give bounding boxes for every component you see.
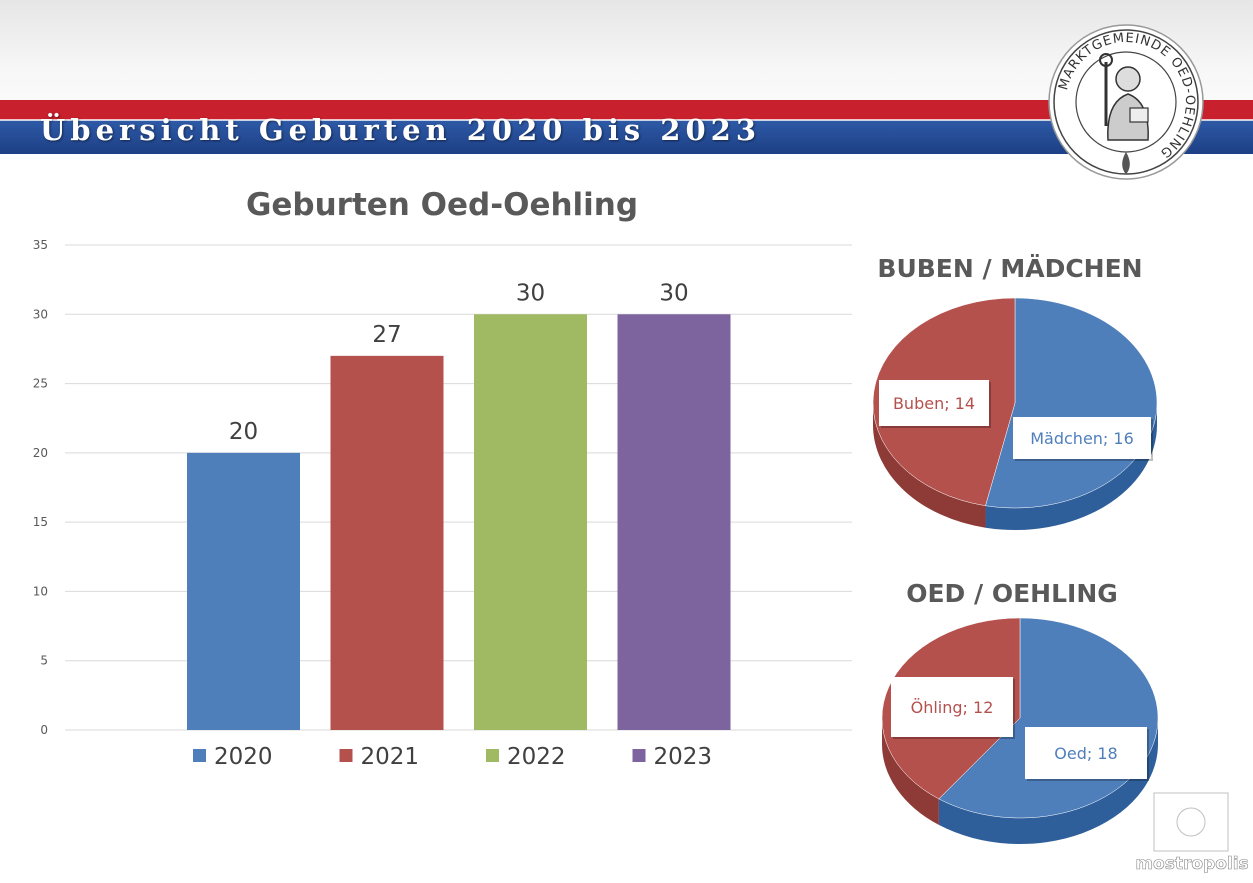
- pie-data-label: Mädchen; 16: [1013, 417, 1153, 461]
- chart-gridlines: [65, 244, 852, 731]
- pie-chart-oed-oehling: OED / OEHLING Oed; 18 Öhling; 12: [881, 579, 1159, 844]
- pie-side-Öhling: [882, 718, 939, 825]
- pie-label-box: [879, 380, 989, 426]
- data-label-2020: 20: [229, 419, 258, 445]
- y-axis: 0 5 10 15 20 25 30 35: [33, 238, 48, 737]
- pie-side-Mädchen: [985, 403, 1157, 530]
- watermark: mostropolis: [1135, 790, 1249, 874]
- y-tick-label: 5: [40, 654, 48, 668]
- legend: 2020 2021 2022 2023: [193, 744, 712, 770]
- header-band-blue: [0, 120, 1253, 154]
- pie-title: OED / OEHLING: [906, 579, 1118, 608]
- pie-label-text: Öhling; 12: [911, 698, 994, 717]
- legend-label: 2022: [507, 744, 566, 770]
- bar-chart: Geburten Oed-Oehling 0 5 10 15 20 25 30 35 20 27…: [33, 187, 852, 770]
- legend-label: 2021: [361, 744, 420, 770]
- y-tick-label: 0: [40, 723, 48, 737]
- y-tick-label: 30: [33, 307, 48, 321]
- legend-swatch: [193, 749, 206, 762]
- y-tick-label: 35: [33, 238, 48, 252]
- fleur-de-lis-icon: [1122, 152, 1130, 174]
- watermark-text: mostropolis: [1135, 854, 1248, 874]
- saint-figure-icon: [1099, 53, 1149, 141]
- chart-title: Geburten Oed-Oehling: [246, 187, 638, 223]
- y-tick-label: 25: [33, 377, 48, 391]
- pie-label-text: Oed; 18: [1054, 744, 1117, 763]
- y-tick-label: 20: [33, 446, 48, 460]
- camera-icon: [1151, 790, 1231, 854]
- pie-label-box: [891, 677, 1013, 737]
- municipality-seal-icon: MARKTGEMEINDE OED-OEHLING: [1048, 24, 1204, 180]
- data-label-2021: 27: [372, 322, 401, 348]
- pie-title: BUBEN / MÄDCHEN: [877, 253, 1142, 283]
- header-band-red: [0, 100, 1253, 120]
- pie-data-label: Öhling; 12: [891, 677, 1015, 739]
- legend-swatch: [632, 749, 646, 762]
- pie-label-text: Mädchen; 16: [1030, 429, 1134, 448]
- y-tick-label: 15: [33, 515, 48, 529]
- pie-label-box: [1013, 417, 1151, 459]
- pie-label-text: Buben; 14: [893, 394, 975, 413]
- legend-label: 2020: [214, 744, 273, 770]
- pie-label-box: [1025, 727, 1147, 779]
- header-band-divider: [0, 119, 1253, 121]
- legend-label: 2023: [654, 744, 713, 770]
- data-label-2022: 30: [516, 280, 545, 306]
- bar-2022: [474, 314, 587, 730]
- bar-2021: [330, 355, 444, 730]
- pie-data-label: Buben; 14: [879, 380, 991, 428]
- legend-swatch: [486, 749, 499, 762]
- y-tick-label: 10: [33, 584, 48, 598]
- legend-swatch: [339, 749, 353, 762]
- bar-2020: [187, 452, 300, 730]
- pie-data-label: Oed; 18: [1025, 727, 1149, 781]
- page-title: Übersicht Geburten 2020 bis 2023: [40, 113, 761, 147]
- bars: [187, 314, 731, 730]
- pie-chart-buben-maedchen: BUBEN / MÄDCHEN Mädchen; 16 Buben; 14: [872, 253, 1158, 530]
- data-labels: 20 27 30 30: [229, 280, 689, 445]
- bar-2023: [617, 314, 731, 730]
- pie-side-Buben: [873, 403, 986, 528]
- pie-side-Oed: [938, 718, 1158, 844]
- data-label-2023: 30: [659, 280, 688, 306]
